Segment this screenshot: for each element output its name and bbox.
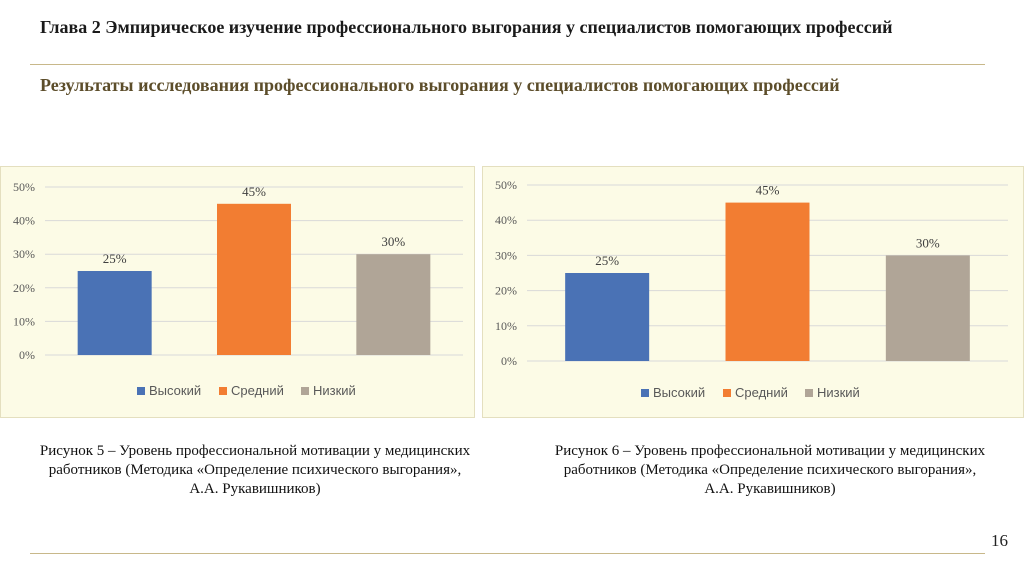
bar-Средний xyxy=(217,203,291,355)
legend-swatch xyxy=(641,389,649,397)
slide-subtitle: Результаты исследования профессиональног… xyxy=(40,75,840,95)
legend-swatch xyxy=(805,389,813,397)
data-label: 45% xyxy=(242,184,266,199)
data-label: 45% xyxy=(756,183,780,198)
legend-swatch xyxy=(137,387,145,395)
bar-Низкий xyxy=(885,255,970,361)
chart-panel-figure-5: 0% 10% 20% 30% 40% 50% 25% 45% 30% Высокий Средний… xyxy=(0,166,475,418)
y-tick-label: 40% xyxy=(495,213,517,227)
bar-Высокий xyxy=(565,273,650,361)
chart-panel-figure-6: 0% 10% 20% 30% 40% 50% 25% 45% 30% Высокий Средний… xyxy=(482,166,1024,418)
legend-label: Высокий xyxy=(653,385,705,400)
page-number: 16 xyxy=(991,531,1008,550)
y-tick-label: 20% xyxy=(495,284,517,298)
chapter-title: Глава 2 Эмпирическое изучение профессион… xyxy=(40,17,893,37)
y-tick-label: 10% xyxy=(495,319,517,333)
y-tick-label: 40% xyxy=(13,214,35,228)
legend-label: Средний xyxy=(231,383,284,398)
bar-chart-figure-5: 0% 10% 20% 30% 40% 50% 25% 45% 30% Высокий Средний… xyxy=(13,180,463,398)
y-tick-label: 0% xyxy=(501,354,517,368)
caption-line: работников (Методика «Определение психич… xyxy=(563,462,977,478)
y-tick-label: 0% xyxy=(19,348,35,362)
y-tick-label: 30% xyxy=(495,248,517,262)
legend-label: Низкий xyxy=(313,383,356,398)
data-label: 25% xyxy=(103,251,127,266)
figure-5-caption: Рисунок 5 – Уровень профессиональной мот… xyxy=(0,442,510,499)
footer-divider xyxy=(30,553,985,554)
header-divider xyxy=(30,64,985,65)
y-tick-label: 10% xyxy=(13,314,35,328)
caption-line: Рисунок 6 – Уровень профессиональной мот… xyxy=(554,443,986,459)
legend-swatch xyxy=(301,387,309,395)
bar-Низкий xyxy=(356,254,431,355)
legend-label: Высокий xyxy=(149,383,201,398)
bar-Высокий xyxy=(77,271,152,355)
figure-6-caption: Рисунок 6 – Уровень профессиональной мот… xyxy=(515,442,1024,499)
legend-swatch xyxy=(723,389,731,397)
bar-Средний xyxy=(725,202,810,361)
caption-line: Рисунок 5 – Уровень профессиональной мот… xyxy=(39,443,471,459)
bar-chart-figure-6: 0% 10% 20% 30% 40% 50% 25% 45% 30% Высокий Средний… xyxy=(495,178,1008,400)
y-tick-label: 50% xyxy=(495,178,517,192)
caption-line: работников (Методика «Определение психич… xyxy=(48,462,462,478)
legend-label: Низкий xyxy=(817,385,860,400)
legend-swatch xyxy=(219,387,227,395)
legend-label: Средний xyxy=(735,385,788,400)
data-label: 30% xyxy=(381,234,405,249)
y-tick-label: 20% xyxy=(13,281,35,295)
data-label: 25% xyxy=(595,253,619,268)
y-tick-label: 30% xyxy=(13,247,35,261)
data-label: 30% xyxy=(916,235,940,250)
caption-line: А.А. Рукавишников) xyxy=(189,481,321,497)
caption-line: А.А. Рукавишников) xyxy=(704,481,836,497)
y-tick-label: 50% xyxy=(13,180,35,194)
